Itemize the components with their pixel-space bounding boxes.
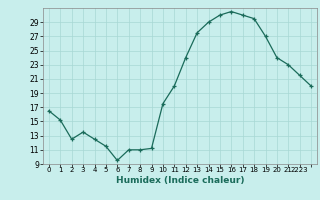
X-axis label: Humidex (Indice chaleur): Humidex (Indice chaleur) bbox=[116, 176, 244, 185]
